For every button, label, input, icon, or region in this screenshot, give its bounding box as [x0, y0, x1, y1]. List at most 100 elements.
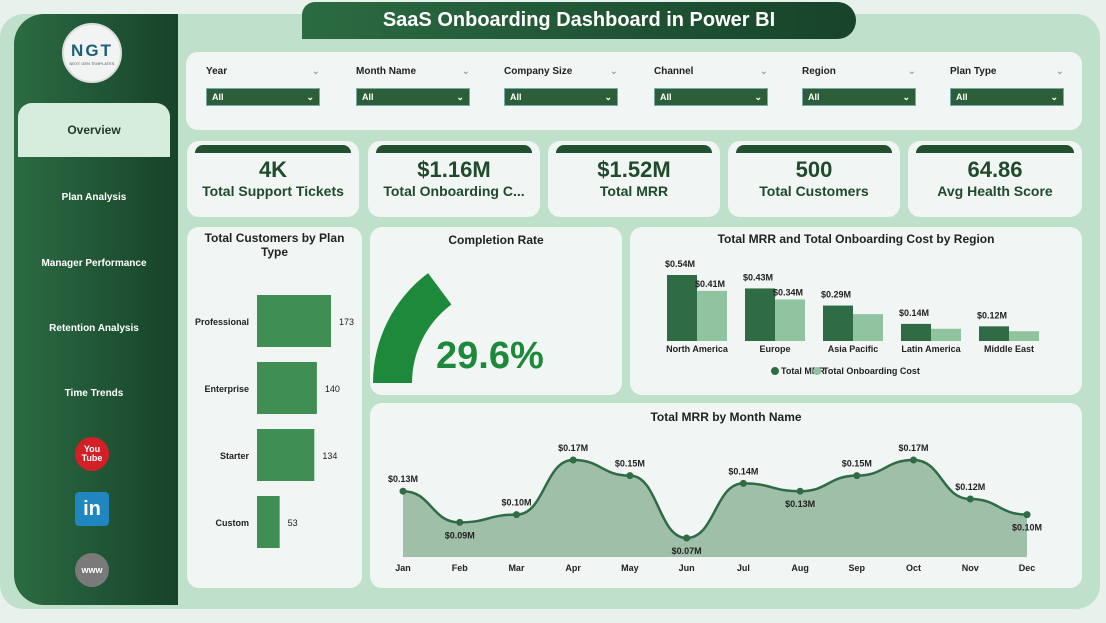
bar-mrr: [667, 275, 697, 341]
kpi-label: Total Support Tickets: [202, 183, 344, 199]
data-label: 173: [339, 317, 354, 327]
data-label: $0.10M: [1012, 523, 1042, 533]
filter-label: Region: [802, 66, 836, 77]
bar-onboarding-cost: [1009, 331, 1039, 341]
bar-mrr: [901, 323, 931, 341]
kpi-card: 4K Total Support Tickets: [187, 141, 359, 217]
chart-title: Completion Rate: [448, 233, 544, 247]
bar-mrr: [979, 326, 1009, 341]
nav-time-trends[interactable]: Time Trends: [64, 387, 124, 399]
x-tick-label: Jul: [737, 563, 750, 573]
data-label: $0.43M: [743, 272, 773, 282]
nav-overview[interactable]: Overview: [18, 103, 170, 157]
x-tick-label: Mar: [508, 563, 525, 573]
data-point: [966, 495, 974, 503]
chevron-down-icon[interactable]: ⌄: [311, 66, 320, 77]
bar: [257, 496, 280, 548]
x-tick-label: Apr: [565, 563, 581, 573]
data-point: [1023, 511, 1031, 519]
category-label: Europe: [759, 344, 790, 354]
nav-plan-analysis[interactable]: Plan Analysis: [61, 191, 127, 203]
filter-label: Year: [206, 66, 228, 77]
filter-panel: Year ⌄ All ⌄ Month Name ⌄ All ⌄ Company Size…: [186, 52, 1082, 130]
chevron-down-icon: ⌄: [1050, 91, 1058, 102]
category-label: Custom: [216, 518, 250, 528]
data-point: [569, 456, 577, 464]
data-label: 53: [288, 518, 298, 528]
data-label: $0.29M: [821, 290, 851, 300]
category-label: Middle East: [984, 344, 1034, 354]
data-point: [626, 472, 634, 480]
linkedin-icon[interactable]: in: [75, 492, 109, 526]
filter-dropdown[interactable]: All ⌄: [206, 88, 320, 106]
data-point: [796, 487, 804, 495]
data-point: [910, 456, 918, 464]
filter-company-size: Company Size ⌄ All ⌄: [504, 66, 618, 106]
chevron-down-icon[interactable]: ⌄: [1055, 66, 1064, 77]
chevron-down-icon: ⌄: [604, 91, 612, 102]
chevron-down-icon[interactable]: ⌄: [907, 66, 916, 77]
data-point: [512, 511, 520, 519]
bar-mrr: [745, 288, 775, 341]
gauge-arc: [373, 273, 452, 383]
data-point: [739, 479, 747, 487]
bar-onboarding-cost: [697, 290, 727, 341]
data-point: [399, 487, 407, 495]
sidebar: NGT NEXT GEN TEMPLATES Overview Plan Anal…: [14, 14, 178, 605]
data-label: $0.12M: [977, 310, 1007, 320]
data-label: $0.10M: [501, 498, 531, 508]
kpi-label: Total Onboarding C...: [383, 183, 525, 199]
kpi-card: 64.86 Avg Health Score: [908, 141, 1082, 217]
data-label: $0.14M: [899, 308, 929, 318]
kpi-value: 4K: [258, 157, 288, 182]
kpi-label: Avg Health Score: [937, 183, 1053, 199]
data-label: $0.15M: [842, 459, 872, 469]
mrr-cost-by-region-chart: Total MRR and Total Onboarding Cost by R…: [630, 227, 1082, 395]
data-label: $0.54M: [665, 259, 695, 269]
legend-marker: [771, 367, 779, 375]
data-label: $0.34M: [773, 287, 803, 297]
globe-icon[interactable]: www: [75, 553, 109, 587]
youtube-icon[interactable]: You Tube: [75, 437, 109, 471]
chevron-down-icon[interactable]: ⌄: [461, 66, 470, 77]
nav-manager-performance[interactable]: Manager Performance: [41, 257, 147, 269]
bar: [257, 295, 331, 347]
x-tick-label: Feb: [452, 563, 469, 573]
data-label: $0.15M: [615, 459, 645, 469]
bar-onboarding-cost: [853, 314, 883, 341]
filter-label: Channel: [654, 66, 694, 77]
filter-dropdown[interactable]: All ⌄: [802, 88, 916, 106]
legend-label: Total Onboarding Cost: [823, 366, 920, 376]
chevron-down-icon: ⌄: [902, 91, 910, 102]
data-label: $0.17M: [558, 443, 588, 453]
kpi-card: $1.16M Total Onboarding C...: [368, 141, 540, 217]
bar-onboarding-cost: [931, 328, 961, 341]
filter-dropdown[interactable]: All ⌄: [356, 88, 470, 106]
chart-title: Total MRR and Total Onboarding Cost by R…: [717, 232, 995, 246]
category-label: Enterprise: [204, 384, 249, 394]
category-label: Starter: [220, 451, 250, 461]
category-label: Latin America: [901, 344, 961, 354]
data-point: [683, 534, 691, 542]
chevron-down-icon: ⌄: [456, 91, 464, 102]
data-label: $0.07M: [672, 546, 702, 556]
filter-channel: Channel ⌄ All ⌄: [654, 66, 768, 106]
filter-dropdown[interactable]: All ⌄: [504, 88, 618, 106]
chevron-down-icon: ⌄: [306, 91, 314, 102]
nav-retention-analysis[interactable]: Retention Analysis: [49, 322, 139, 334]
filter-dropdown[interactable]: All ⌄: [654, 88, 768, 106]
chevron-down-icon[interactable]: ⌄: [609, 66, 618, 77]
x-tick-label: Oct: [906, 563, 921, 573]
filter-label: Company Size: [504, 66, 573, 77]
customers-by-plan-chart: Total Customers by Plan Type Professiona…: [187, 227, 362, 588]
mrr-by-month-chart: Total MRR by Month Name $0.13M Jan $0.09M F…: [370, 403, 1082, 588]
completion-rate-gauge: Completion Rate 29.6%: [370, 227, 622, 395]
bar-mrr: [823, 305, 853, 341]
chevron-down-icon[interactable]: ⌄: [759, 66, 768, 77]
kpi-card: $1.52M Total MRR: [548, 141, 720, 217]
filter-plan-type: Plan Type ⌄ All ⌄: [950, 66, 1064, 106]
category-label: Professional: [195, 317, 249, 327]
data-label: $0.17M: [899, 443, 929, 453]
filter-region: Region ⌄ All ⌄: [802, 66, 916, 106]
filter-dropdown[interactable]: All ⌄: [950, 88, 1064, 106]
